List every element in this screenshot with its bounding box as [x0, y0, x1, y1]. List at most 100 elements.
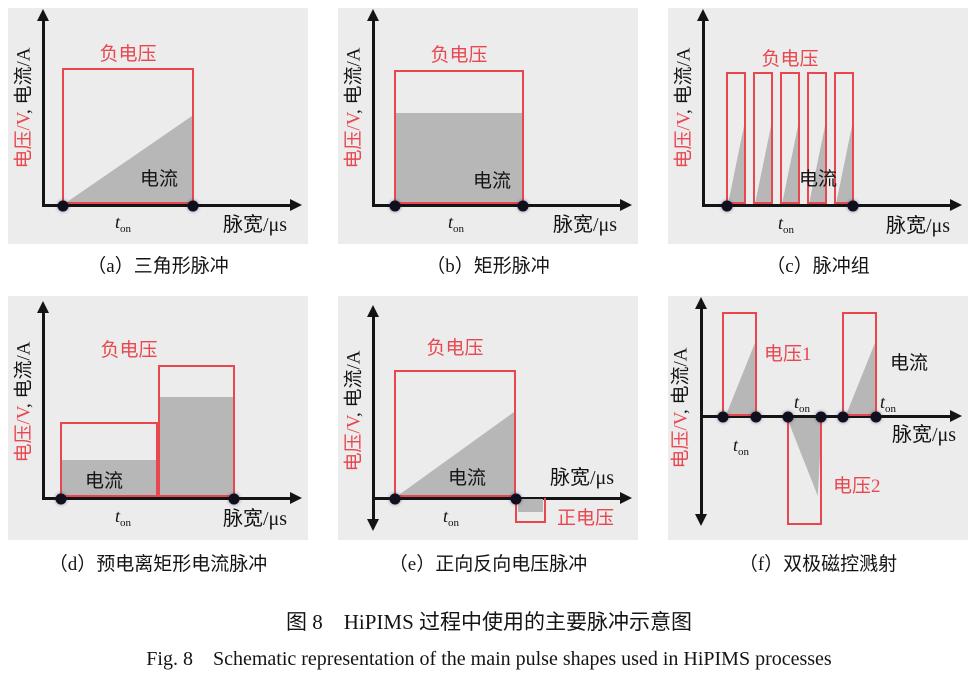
- current-label: 电流: [140, 169, 179, 190]
- x-axis-unit-label: 脉宽/μs: [892, 424, 957, 446]
- x-axis: [372, 204, 622, 207]
- pulse-start-dot: [57, 200, 69, 212]
- y-axis-up-arrow-icon: [367, 305, 379, 317]
- current-label: 电流: [890, 353, 929, 374]
- panel-b: 电压/V, 电流/A 负电压 电流 ton 脉宽/μs: [338, 8, 638, 244]
- caption-e: （e）正向反向电压脉冲: [388, 554, 588, 575]
- pulse-start-dot: [389, 200, 401, 212]
- y-axis: [372, 19, 375, 207]
- x-axis-unit-label: 脉宽/μs: [886, 215, 951, 237]
- y-axis-label-voltage: 电压/V: [13, 113, 35, 169]
- neg-voltage-pulse-rect: [394, 370, 516, 497]
- t-on-label: ton: [115, 506, 132, 529]
- y-axis-arrow-icon: [367, 9, 379, 21]
- pulse-start-dot: [721, 200, 733, 212]
- t-on-label-1: ton: [733, 435, 750, 458]
- voltage-pulse-rect: [780, 72, 800, 204]
- x-axis-unit-label: 脉宽/μs: [223, 508, 288, 530]
- neg-voltage-label: 负电压: [761, 49, 819, 70]
- voltage-pulse-rect: [834, 72, 854, 204]
- voltage-pulse-rect: [726, 72, 746, 204]
- x-axis-unit-label: 脉宽/μs: [223, 214, 288, 236]
- voltage2-pulse-rect: [787, 417, 822, 525]
- current-fill-rect: [160, 397, 233, 496]
- y-axis-arrow-icon: [697, 9, 709, 21]
- t-on-label: ton: [778, 213, 795, 236]
- t-on-label-3: ton: [880, 392, 897, 415]
- neg-voltage-label: 负电压: [99, 44, 157, 65]
- pulse-start-dot: [55, 493, 67, 505]
- figure-caption-en: Fig. 8 Schematic representation of the m…: [146, 648, 832, 670]
- pulse-dot: [837, 411, 849, 423]
- x-axis: [702, 204, 952, 207]
- x-axis-unit-label: 脉宽/μs: [553, 214, 618, 236]
- caption-d: （d）预电离矩形电流脉冲: [48, 554, 268, 575]
- current-fill-rect: [396, 113, 522, 203]
- pos-voltage-pulse-rect: [515, 498, 546, 523]
- t-on-label-2: ton: [794, 392, 811, 415]
- x-axis-arrow-icon: [950, 199, 962, 211]
- y-axis: [702, 19, 705, 207]
- pulse-end-dot: [187, 200, 199, 212]
- y-axis: [700, 307, 703, 515]
- y-axis-up-arrow-icon: [695, 297, 707, 309]
- current-label: 电流: [473, 171, 512, 192]
- pulse-end-dot: [228, 493, 240, 505]
- reverse-current-fill-rect: [518, 499, 543, 512]
- pulse-dot: [750, 411, 762, 423]
- pulse-dot: [815, 411, 827, 423]
- caption-a: （a）三角形脉冲: [87, 256, 229, 277]
- x-axis-arrow-icon: [620, 199, 632, 211]
- y-axis: [42, 19, 45, 207]
- t-on-label: ton: [448, 212, 465, 235]
- voltage-step1-rect: [60, 422, 158, 497]
- pulse-start-dot: [389, 493, 401, 505]
- y-axis-label: 电压/V, 电流/A: [13, 47, 35, 169]
- x-axis-arrow-icon: [290, 492, 302, 504]
- y-axis-label: 电压/V, 电流/A: [343, 350, 365, 472]
- caption-b: （b）矩形脉冲: [426, 256, 550, 277]
- voltage-step2-rect: [158, 365, 235, 497]
- panel-e: 电压/V, 电流/A 负电压 电流 脉宽/μs 正电压 ton: [338, 296, 638, 540]
- pos-voltage-label: 正电压: [557, 508, 615, 529]
- y-axis-label: 电压/V, 电流/A: [13, 341, 35, 463]
- voltage3-pulse-rect: [842, 312, 877, 416]
- pulse-end-dot: [847, 200, 859, 212]
- y-axis-label: 电压/V, 电流/A: [673, 47, 695, 169]
- voltage1-label: 电压1: [764, 344, 812, 365]
- y-axis-label-current: , 电流/A: [13, 47, 35, 114]
- x-axis-arrow-icon: [620, 492, 632, 504]
- voltage-pulse-rect: [753, 72, 773, 204]
- x-axis-arrow-icon: [950, 410, 962, 422]
- t-on-label: ton: [443, 506, 460, 529]
- x-axis-arrow-icon: [290, 199, 302, 211]
- voltage1-pulse-rect: [722, 312, 757, 416]
- caption-f: （f）双极磁控溅射: [738, 554, 898, 575]
- y-axis: [42, 311, 45, 500]
- current-fill-rect: [62, 460, 157, 496]
- neg-voltage-label: 负电压: [430, 45, 488, 66]
- y-axis-arrow-icon: [37, 301, 49, 313]
- panel-c: 电压/V, 电流/A 负电压 电流 ton 脉宽/μs: [668, 8, 968, 244]
- pulse-dot: [717, 411, 729, 423]
- y-axis-label: 电压/V, 电流/A: [343, 47, 365, 169]
- y-axis-arrow-icon: [37, 9, 49, 21]
- pulse-dot: [782, 411, 794, 423]
- figure-caption-zh: 图 8 HiPIMS 过程中使用的主要脉冲示意图: [285, 610, 693, 634]
- panel-f: 电压/V, 电流/A 电压1 电流 电压2 ton ton ton 脉宽/μs: [668, 296, 968, 540]
- current-label: 电流: [799, 169, 838, 190]
- t-on-label: ton: [115, 212, 132, 235]
- pulse-end-dot: [517, 200, 529, 212]
- current-label: 电流: [448, 468, 487, 489]
- neg-voltage-label: 负电压: [100, 340, 158, 361]
- x-axis: [42, 204, 292, 207]
- current-label: 电流: [85, 471, 124, 492]
- voltage-pulse-rect: [807, 72, 827, 204]
- y-axis-label: 电压/V, 电流/A: [670, 347, 692, 469]
- y-axis-down-arrow-icon: [695, 514, 707, 526]
- voltage2-label: 电压2: [833, 476, 881, 497]
- y-axis-down-arrow-icon: [367, 519, 379, 531]
- panel-d: 电压/V, 电流/A 负电压 电流 ton 脉宽/μs: [8, 296, 308, 540]
- voltage-pulse-rect: [62, 68, 194, 204]
